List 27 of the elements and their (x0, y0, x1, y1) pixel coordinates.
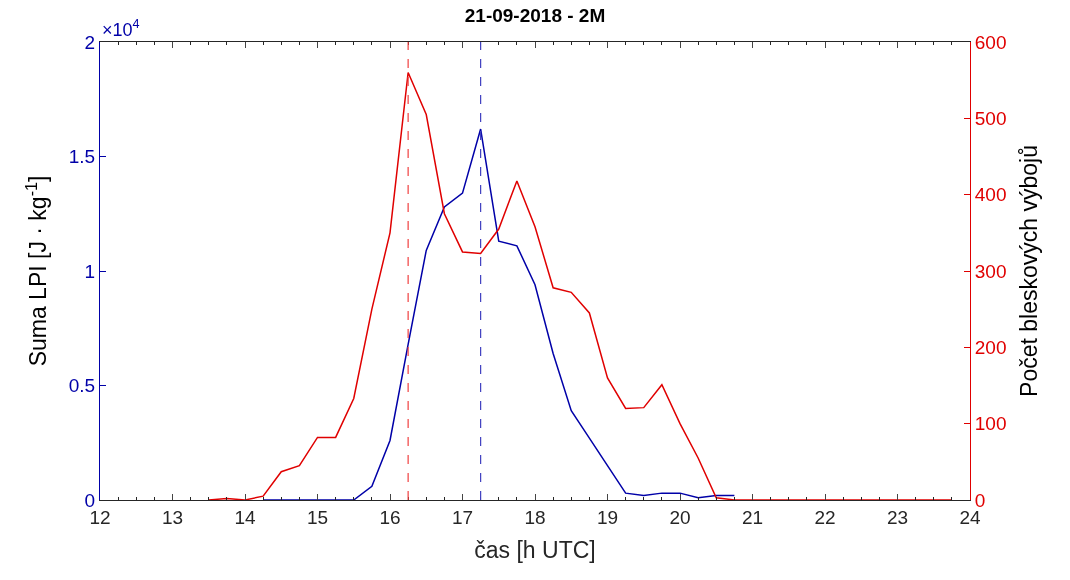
y2-tick-label: 500 (974, 107, 1007, 129)
x-tick-label: 16 (379, 506, 401, 528)
x-tick-label: 23 (886, 506, 909, 528)
x-tick-label: 17 (451, 506, 474, 528)
x-tick-label: 13 (161, 506, 184, 528)
y2-tick-label: 300 (974, 260, 1007, 282)
y2-axis-title: Počet bleskových výbojů (1016, 145, 1043, 397)
y2-tick-label: 200 (974, 336, 1007, 358)
y2-tick-label: 100 (974, 413, 1007, 435)
text: ×10$^{4}$ (102, 17, 140, 40)
y-tick-label: 0.5 (68, 375, 96, 397)
x-tick-label: 15 (306, 506, 329, 528)
x-tick-label: 18 (524, 506, 546, 528)
chart-title: 21-09-2018 - 2M (464, 5, 606, 26)
y2-tick-label: 600 (974, 31, 1007, 53)
line-series (208, 71, 953, 500)
x-tick-label: 14 (234, 506, 256, 528)
x-tick-label: 21 (741, 506, 764, 528)
y-tick-label: 1 (84, 260, 96, 282)
line-series (262, 128, 736, 500)
y-tick-label: 2 (84, 31, 96, 53)
x-tick-label: 19 (596, 506, 619, 528)
x-axis-title: čas [h UTC] (474, 537, 596, 564)
x-tick-label: 20 (669, 506, 691, 528)
x-tick-label: 22 (814, 506, 836, 528)
y-tick-label: 1.5 (68, 146, 96, 168)
y2-tick-label: 400 (974, 184, 1007, 206)
